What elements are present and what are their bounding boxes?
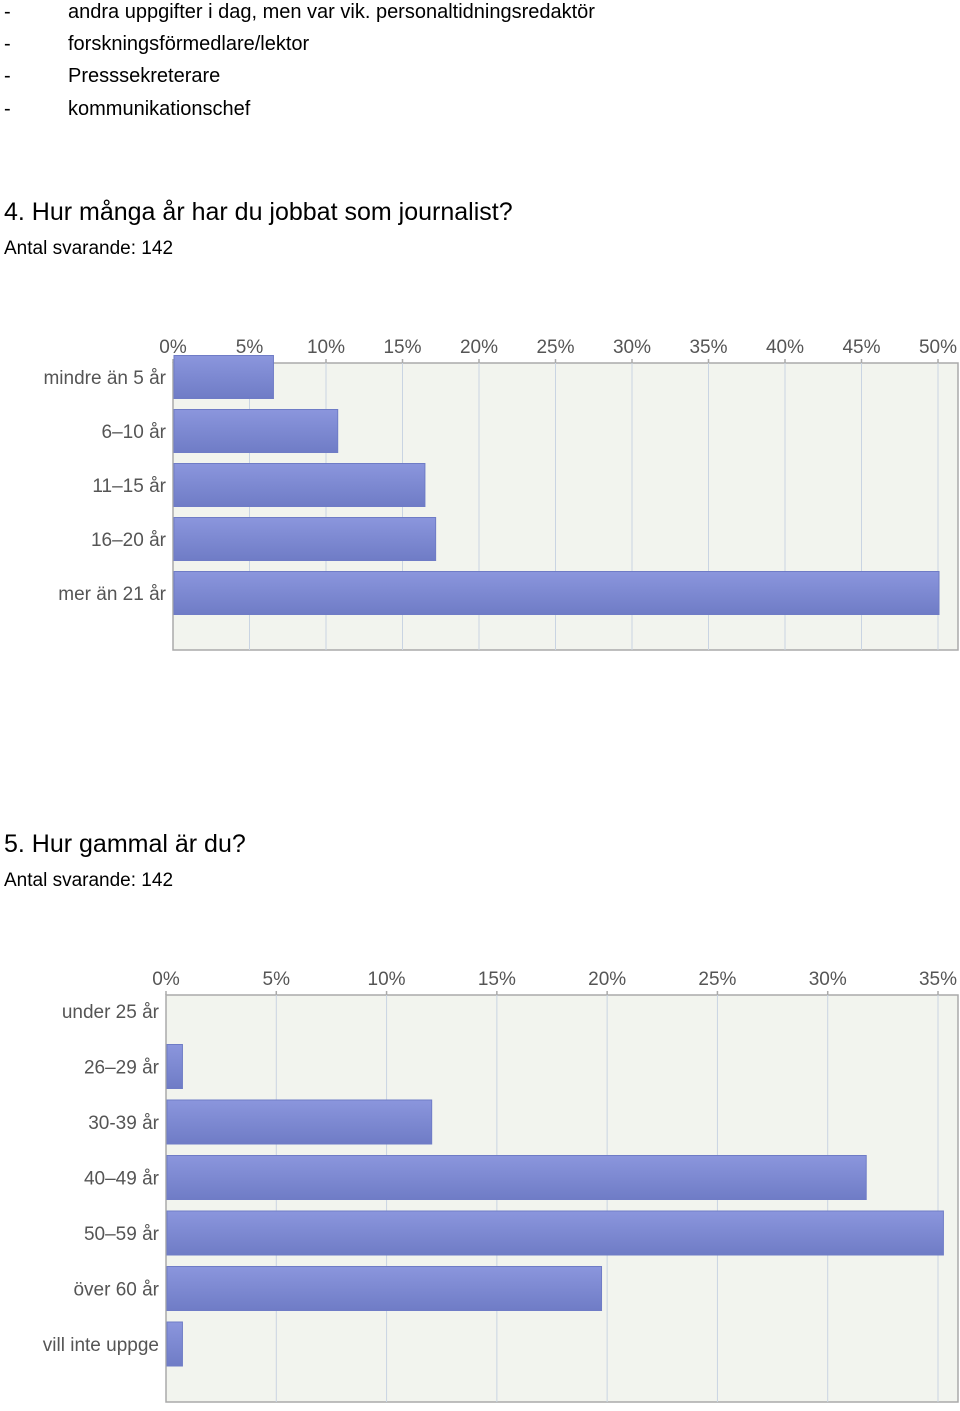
bar <box>173 517 437 561</box>
category-label: mindre än 5 år <box>43 368 166 389</box>
tick-label: 5% <box>263 969 291 990</box>
tick-label: 50% <box>919 337 957 358</box>
list-bullet: - <box>4 98 11 120</box>
category-label: 11–15 år <box>92 476 166 497</box>
years-as-journalist-chart: 0% 5% 10% 15% 20% 25% 30% 35% 40% 45% 50% mindre än… <box>43 337 959 651</box>
category-label: vill inte uppge <box>43 1335 159 1356</box>
category-label: 6–10 år <box>102 422 167 443</box>
bar <box>166 1099 433 1145</box>
tick-label: 10% <box>368 969 406 990</box>
list-item-text: kommunikationschef <box>68 98 251 120</box>
tick-label: 15% <box>478 969 516 990</box>
tick-label: 40% <box>766 337 804 358</box>
bar <box>173 571 940 615</box>
tick-label: 30% <box>613 337 651 358</box>
category-label: 26–29 år <box>84 1058 160 1079</box>
tick-label: 10% <box>307 337 345 358</box>
bar <box>166 1210 944 1256</box>
tick-label: 35% <box>919 969 957 990</box>
list-item: - forskningsförmedlare/lektor <box>4 32 309 56</box>
category-label: mer än 21 år <box>58 584 166 605</box>
category-label: under 25 år <box>62 1002 160 1023</box>
list-bullet: - <box>4 33 11 55</box>
list-item: - Presssekreterare <box>4 64 220 88</box>
list-bullet: - <box>4 65 11 87</box>
list-item: - andra uppgifter i dag, men var vik. per… <box>4 0 595 24</box>
tick-label: 25% <box>536 337 574 358</box>
tick-label: 0% <box>159 337 187 358</box>
bar <box>173 463 426 507</box>
question-title: 4. Hur många år har du jobbat som journa… <box>4 198 513 226</box>
bar <box>166 1044 183 1089</box>
tick-label: 15% <box>383 337 421 358</box>
bar <box>173 409 339 453</box>
bar <box>166 1321 183 1367</box>
tick-label: 5% <box>236 337 264 358</box>
tick-label: 30% <box>809 969 847 990</box>
list-item-text: Presssekreterare <box>68 65 221 87</box>
list-bullet: - <box>4 1 11 23</box>
tick-label: 20% <box>588 969 626 990</box>
category-label: 50–59 år <box>84 1224 160 1245</box>
respondent-count: Antal svarande: 142 <box>4 870 174 891</box>
question-title: 5. Hur gammal är du? <box>4 830 246 858</box>
tick-label: 45% <box>842 337 880 358</box>
list-item: - kommunikationschef <box>4 97 250 121</box>
category-label: 30-39 år <box>88 1113 159 1134</box>
tick-label: 25% <box>698 969 736 990</box>
bar <box>166 1266 603 1311</box>
list-item-text: andra uppgifter i dag, men var vik. pers… <box>68 1 595 23</box>
list-item-text: forskningsförmedlare/lektor <box>68 33 310 55</box>
category-label: 40–49 år <box>84 1169 160 1190</box>
category-label: över 60 år <box>73 1280 159 1301</box>
respondent-count: Antal svarande: 142 <box>4 238 174 259</box>
bar <box>166 1155 867 1200</box>
category-label: 16–20 år <box>91 530 167 551</box>
tick-label: 20% <box>460 337 498 358</box>
age-distribution-chart: 0% 5% 10% 15% 20% 25% 30% 35% under 25 år 26–29 å… <box>43 969 959 1403</box>
tick-label: 35% <box>689 337 727 358</box>
bar <box>173 355 274 399</box>
tick-label: 0% <box>152 969 180 990</box>
